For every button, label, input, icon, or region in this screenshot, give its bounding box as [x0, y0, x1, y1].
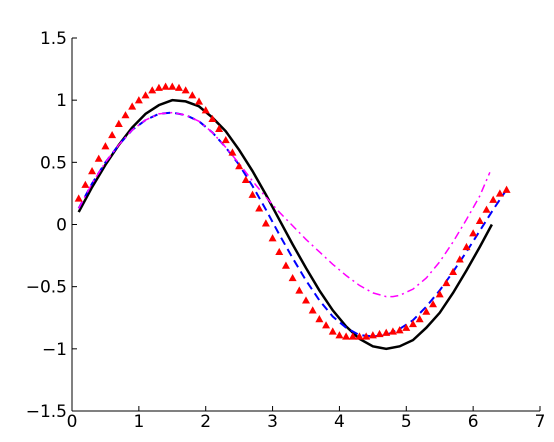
series-marker	[221, 135, 230, 144]
series-marker	[482, 205, 491, 213]
series-marker	[141, 91, 150, 99]
series-marker	[188, 91, 197, 99]
series-marker	[208, 114, 217, 123]
series-marker	[161, 82, 170, 90]
series-marker	[201, 106, 210, 114]
series-marker	[241, 175, 250, 183]
series-marker	[408, 319, 417, 328]
series-marker	[442, 278, 451, 287]
x-tick-label: 5	[401, 412, 412, 432]
series-marker	[502, 185, 511, 193]
series-marker	[368, 331, 377, 339]
x-tick-label: 1	[133, 412, 144, 432]
series-marker	[435, 290, 444, 298]
series-marker	[195, 97, 204, 105]
series-marker	[248, 190, 257, 198]
series-marker	[134, 96, 143, 104]
series-marker	[94, 154, 103, 162]
series-marker	[154, 83, 163, 91]
series-marker	[322, 321, 331, 329]
y-tick-label: 0.5	[40, 153, 67, 173]
series-marker	[74, 194, 83, 202]
x-tick-label: 7	[535, 412, 546, 432]
series-marker	[328, 327, 337, 335]
series-marker	[128, 102, 137, 110]
series-marker	[362, 332, 371, 340]
series-line-2	[77, 111, 508, 338]
series-marker	[469, 229, 478, 237]
axes: 0 1 2 3 4 5 6 7 −1.5 −1 −0.5 0 0.5 1 1.5	[26, 29, 546, 432]
series-marker	[422, 307, 431, 315]
x-tick-label: 4	[334, 412, 345, 432]
series-marker	[275, 247, 284, 256]
series-marker	[355, 332, 364, 340]
series-marker	[215, 124, 224, 132]
series-marker	[108, 130, 117, 139]
series-marker	[101, 142, 110, 150]
series-marker	[114, 119, 123, 127]
series-marker	[88, 167, 97, 175]
series-marker	[255, 204, 264, 212]
x-tick-label: 0	[67, 412, 78, 432]
series-marker	[288, 273, 297, 282]
series-marker	[388, 327, 397, 335]
series-marker	[342, 332, 351, 340]
series-marker	[261, 219, 270, 227]
series-marker	[402, 323, 411, 331]
series-marker	[495, 189, 504, 197]
series-marker	[235, 162, 244, 170]
series-marker	[228, 148, 237, 156]
series-marker	[168, 82, 177, 90]
y-tick-label: 1	[56, 91, 67, 111]
y-tick-label: 0	[56, 216, 67, 236]
series-marker	[489, 195, 498, 203]
series-marker	[382, 328, 391, 336]
series-marker	[268, 234, 277, 242]
y-tick-label: 1.5	[40, 29, 67, 49]
series-marker	[375, 329, 384, 338]
series-marker	[415, 314, 424, 323]
series-marker	[462, 242, 471, 251]
series-marker	[81, 180, 90, 188]
series-marker	[429, 300, 438, 308]
y-tick-label: −1	[42, 340, 67, 360]
series-marker	[121, 111, 130, 119]
series-marker	[174, 83, 183, 91]
series-marker	[181, 86, 190, 94]
series-line-3	[78, 111, 491, 298]
x-tick-label: 3	[267, 412, 278, 432]
series-marker	[395, 326, 404, 334]
series-marker	[308, 306, 317, 314]
series-marker	[348, 332, 357, 340]
series-marker	[315, 314, 324, 323]
y-tick-label: −0.5	[26, 278, 67, 298]
series-marker	[475, 216, 484, 224]
plot-area	[74, 82, 511, 351]
series-marker	[449, 267, 458, 275]
series-marker	[455, 255, 464, 263]
series-marker	[335, 331, 344, 339]
x-tick-label: 2	[200, 412, 211, 432]
series-marker	[148, 86, 157, 94]
series-marker	[281, 261, 290, 269]
x-tick-label: 6	[468, 412, 479, 432]
series-marker	[302, 296, 310, 304]
series-marker	[295, 286, 304, 294]
series-line-1	[77, 98, 493, 351]
y-tick-label: −1.5	[26, 402, 67, 422]
